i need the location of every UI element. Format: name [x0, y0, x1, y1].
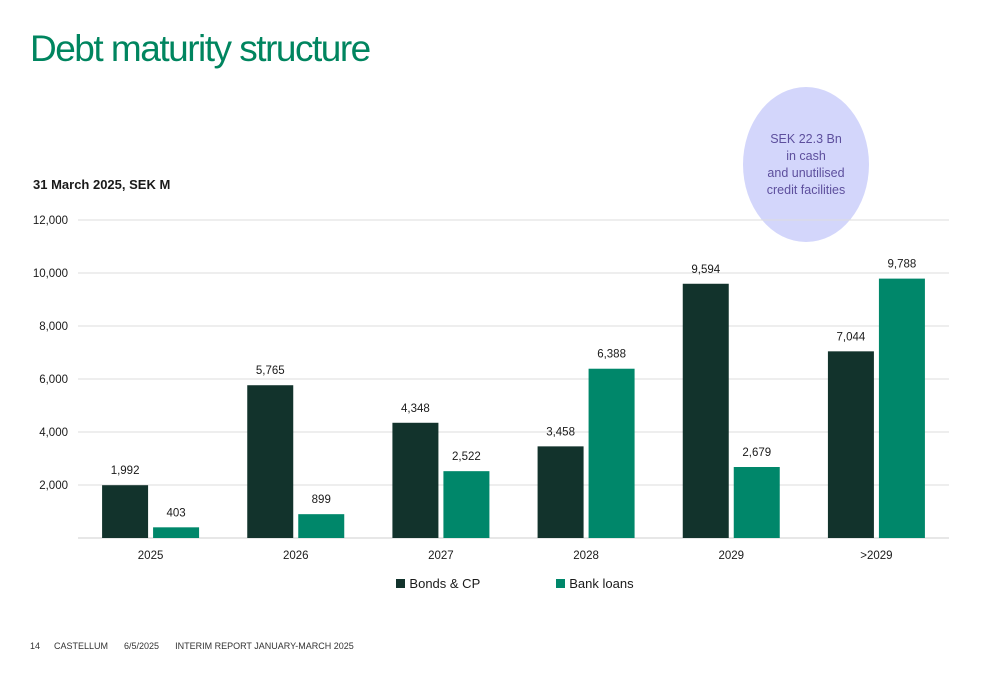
legend-label-bonds: Bonds & CP [409, 576, 481, 591]
x-tick-label: 2028 [573, 550, 599, 562]
data-label: 9,788 [888, 259, 917, 271]
bar-bank-loans [733, 467, 780, 538]
bar-bank-loans [443, 471, 490, 538]
footer: 14 CASTELLUM 6/5/2025 INTERIM REPORT JAN… [30, 641, 354, 651]
liquidity-callout: SEK 22.3 Bn in cash and unutilised credi… [743, 87, 869, 242]
legend-swatch-bank-loans [556, 579, 566, 588]
data-label: 2,522 [452, 451, 481, 463]
x-tick-label: 2029 [718, 550, 744, 562]
bar-bonds [247, 385, 294, 538]
bar-bonds [682, 283, 729, 538]
x-tick-label: 2025 [138, 550, 164, 562]
data-label: 899 [312, 494, 331, 506]
footer-page-number: 14 [30, 641, 41, 651]
data-label: 4,348 [401, 403, 430, 415]
y-tick-label: 2,000 [39, 480, 68, 492]
y-tick-label: 6,000 [39, 374, 68, 386]
x-tick-label: 2027 [428, 550, 454, 562]
legend-swatch-bonds [396, 579, 406, 588]
data-label: 1,992 [111, 465, 140, 477]
legend-item-bank-loans: Bank loans [526, 576, 634, 591]
callout-text: SEK 22.3 Bn in cash and unutilised credi… [766, 131, 846, 197]
data-label: 2,679 [742, 447, 771, 459]
y-tick-label: 8,000 [39, 321, 68, 333]
data-label: 3,458 [546, 426, 575, 438]
chart-legend: Bonds & CP Bank loans [0, 576, 1000, 591]
x-tick-label: 2026 [283, 550, 309, 562]
bar-bonds [537, 446, 584, 538]
bar-bonds [827, 351, 874, 538]
footer-report: INTERIM REPORT JANUARY-MARCH 2025 [175, 641, 354, 651]
footer-company: CASTELLUM [54, 641, 109, 651]
x-tick-label: >2029 [860, 550, 892, 562]
data-label: 7,044 [837, 331, 866, 343]
data-label: 6,388 [597, 349, 626, 361]
bar-bank-loans [298, 514, 345, 538]
bar-bonds [102, 485, 149, 538]
bar-bank-loans [878, 278, 925, 538]
data-label: 9,594 [691, 264, 720, 276]
data-label: 5,765 [256, 365, 285, 377]
bar-bank-loans [153, 527, 200, 538]
y-tick-label: 12,000 [33, 215, 68, 227]
y-tick-label: 4,000 [39, 427, 68, 439]
page-title: Debt maturity structure [30, 28, 371, 69]
footer-date: 6/5/2025 [124, 641, 160, 651]
legend-label-bank-loans: Bank loans [569, 576, 634, 591]
bar-bank-loans [588, 368, 635, 538]
bar-bonds [392, 422, 439, 538]
legend-item-bonds: Bonds & CP [366, 576, 480, 591]
chart-subtitle: 31 March 2025, SEK M [33, 177, 171, 192]
data-label: 403 [166, 507, 185, 519]
y-tick-label: 10,000 [33, 268, 68, 280]
